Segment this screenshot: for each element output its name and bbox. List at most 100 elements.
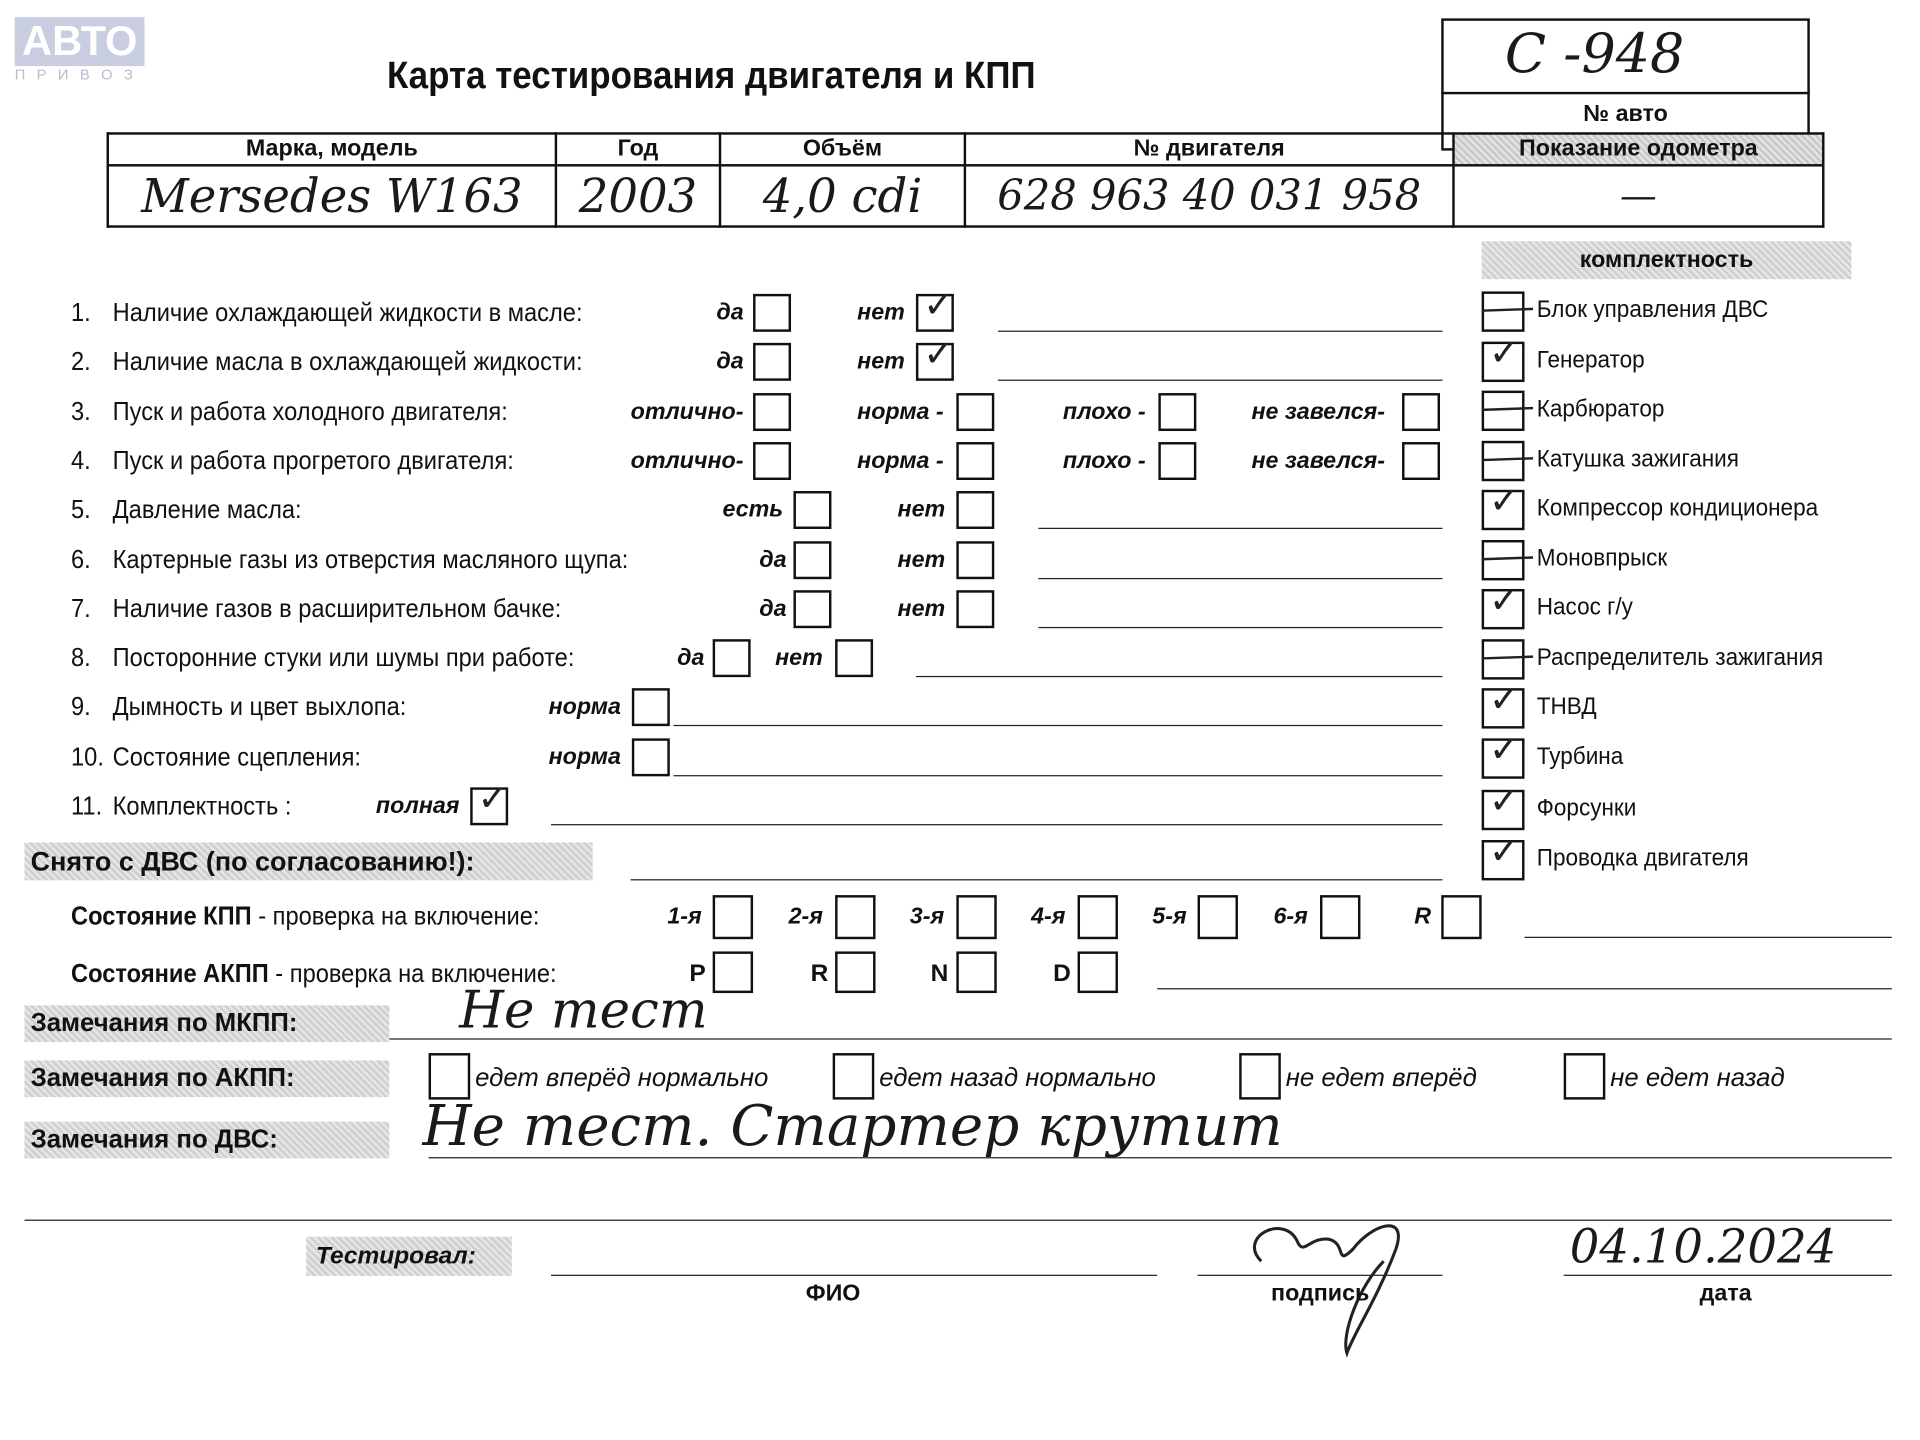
date-value[interactable]: 04.10.2024 [1569, 1219, 1837, 1274]
auto-remark-checkbox[interactable] [832, 1053, 875, 1100]
engine-remarks-value[interactable]: Не тест. Стартер крутит [422, 1092, 1283, 1159]
gear-label: 5-я [1152, 903, 1187, 930]
option-checkbox[interactable] [915, 333, 954, 382]
question-text: Наличие охлаждающей жидкости в масле: [112, 298, 583, 327]
kit-checkbox[interactable] [1481, 390, 1525, 432]
option-checkbox[interactable] [956, 589, 995, 628]
signature-caption: подпись [1271, 1280, 1370, 1307]
kit-item-label: Насос г/у [1536, 593, 1633, 621]
question-text: Пуск и работа холодного двигателя: [112, 397, 508, 426]
kit-checkbox[interactable] [1481, 291, 1525, 332]
manual-remarks-value[interactable]: Не тест [459, 979, 708, 1040]
gear-label: 3-я [909, 903, 945, 930]
option-checkbox[interactable] [631, 688, 670, 727]
option-label: норма [548, 694, 621, 721]
manual-gearbox-desc: - проверка на включение: [251, 902, 540, 931]
option-checkbox[interactable] [470, 778, 508, 826]
engine-remarks-label: Замечания по ДВС: [24, 1121, 390, 1159]
kit-checkbox[interactable] [1481, 480, 1525, 531]
answer-line [1038, 577, 1443, 579]
kit-title: комплектность [1579, 247, 1754, 274]
auto-remark-checkbox[interactable] [428, 1053, 471, 1100]
col-odometer: Показание одометра [1452, 132, 1825, 167]
option-checkbox[interactable] [956, 491, 995, 530]
option-label: норма - [857, 398, 944, 425]
year-value: 2003 [554, 164, 722, 228]
manual-gearbox-title: Состояние КПП [71, 902, 252, 931]
signature-scribble [1253, 1224, 1400, 1358]
kit-checkbox[interactable] [1481, 440, 1525, 481]
kit-checkbox[interactable] [1481, 331, 1525, 382]
option-label: отлично- [630, 448, 744, 474]
auto-remarks-label: Замечания по АКПП: [24, 1060, 390, 1098]
option-label: есть [722, 497, 784, 524]
divider [24, 1219, 1892, 1221]
gear-label: 4-я [1031, 903, 1066, 930]
option-checkbox[interactable] [793, 589, 832, 628]
kit-item-label: Моновпрыск [1536, 544, 1668, 572]
col-year: Год [554, 132, 722, 167]
question-number: 1. [71, 298, 91, 327]
gear-checkbox[interactable] [1320, 895, 1361, 940]
mode-checkbox[interactable] [835, 951, 876, 994]
option-checkbox[interactable] [793, 491, 832, 530]
mode-checkbox[interactable] [712, 951, 754, 994]
kit-checkbox[interactable] [1481, 728, 1525, 779]
option-checkbox[interactable] [753, 441, 792, 480]
question-number: 4. [71, 446, 91, 475]
option-checkbox[interactable] [956, 392, 995, 431]
kit-checkbox[interactable] [1481, 539, 1525, 580]
kit-checkbox[interactable] [1481, 638, 1525, 679]
option-checkbox[interactable] [1402, 441, 1441, 480]
option-label: полная [375, 793, 460, 820]
gear-label: R [1414, 903, 1432, 930]
option-label: нет [857, 300, 905, 326]
kit-item-label: Генератор [1536, 345, 1645, 373]
gear-checkbox[interactable] [1077, 895, 1118, 940]
mode-label: D [1053, 960, 1071, 987]
option-checkbox[interactable] [753, 392, 792, 431]
kit-item-label: Турбина [1536, 742, 1624, 770]
auto-remark-checkbox[interactable] [1563, 1053, 1606, 1100]
car-number-label: № авто [1583, 101, 1668, 128]
option-label: нет [897, 497, 946, 524]
signature [1237, 1212, 1433, 1359]
option-checkbox[interactable] [753, 293, 792, 332]
option-checkbox[interactable] [915, 284, 954, 332]
option-checkbox[interactable] [835, 639, 874, 678]
kit-checkbox[interactable] [1481, 780, 1525, 831]
kit-checkbox[interactable] [1481, 678, 1525, 729]
gear-checkbox[interactable] [712, 895, 754, 940]
car-number-box: С -948 № авто [1441, 18, 1810, 151]
name-caption: ФИО [805, 1280, 861, 1307]
option-checkbox[interactable] [712, 639, 751, 678]
option-checkbox[interactable] [956, 540, 995, 579]
vehicle-table: Марка, модель Год Объём № двигателя Пока… [106, 132, 1825, 228]
gear-checkbox[interactable] [1441, 895, 1482, 940]
volume-value: 4,0 cdi [718, 164, 967, 228]
kit-checkbox[interactable] [1481, 830, 1525, 880]
option-checkbox[interactable] [1402, 392, 1441, 431]
question-text: Пуск и работа прогретого двигателя: [112, 446, 514, 475]
question-number: 3. [71, 397, 91, 426]
mode-checkbox[interactable] [1077, 951, 1118, 994]
option-checkbox[interactable] [1158, 392, 1197, 431]
option-label: да [759, 546, 787, 573]
answer-line [997, 379, 1443, 382]
kit-checkbox[interactable] [1481, 579, 1525, 630]
gear-checkbox[interactable] [835, 895, 876, 940]
gear-checkbox[interactable] [956, 895, 997, 940]
option-label: не завелся- [1251, 398, 1385, 425]
option-checkbox[interactable] [956, 441, 995, 480]
question-text: Комплектность : [112, 792, 292, 821]
option-label: нет [775, 645, 823, 672]
option-checkbox[interactable] [753, 343, 792, 382]
option-checkbox[interactable] [793, 540, 832, 579]
auto-remark-checkbox[interactable] [1239, 1053, 1281, 1100]
option-checkbox[interactable] [1158, 441, 1197, 480]
gear-checkbox[interactable] [1197, 895, 1238, 940]
option-checkbox[interactable] [631, 737, 670, 776]
date-caption: дата [1699, 1280, 1752, 1307]
mode-checkbox[interactable] [956, 951, 997, 994]
